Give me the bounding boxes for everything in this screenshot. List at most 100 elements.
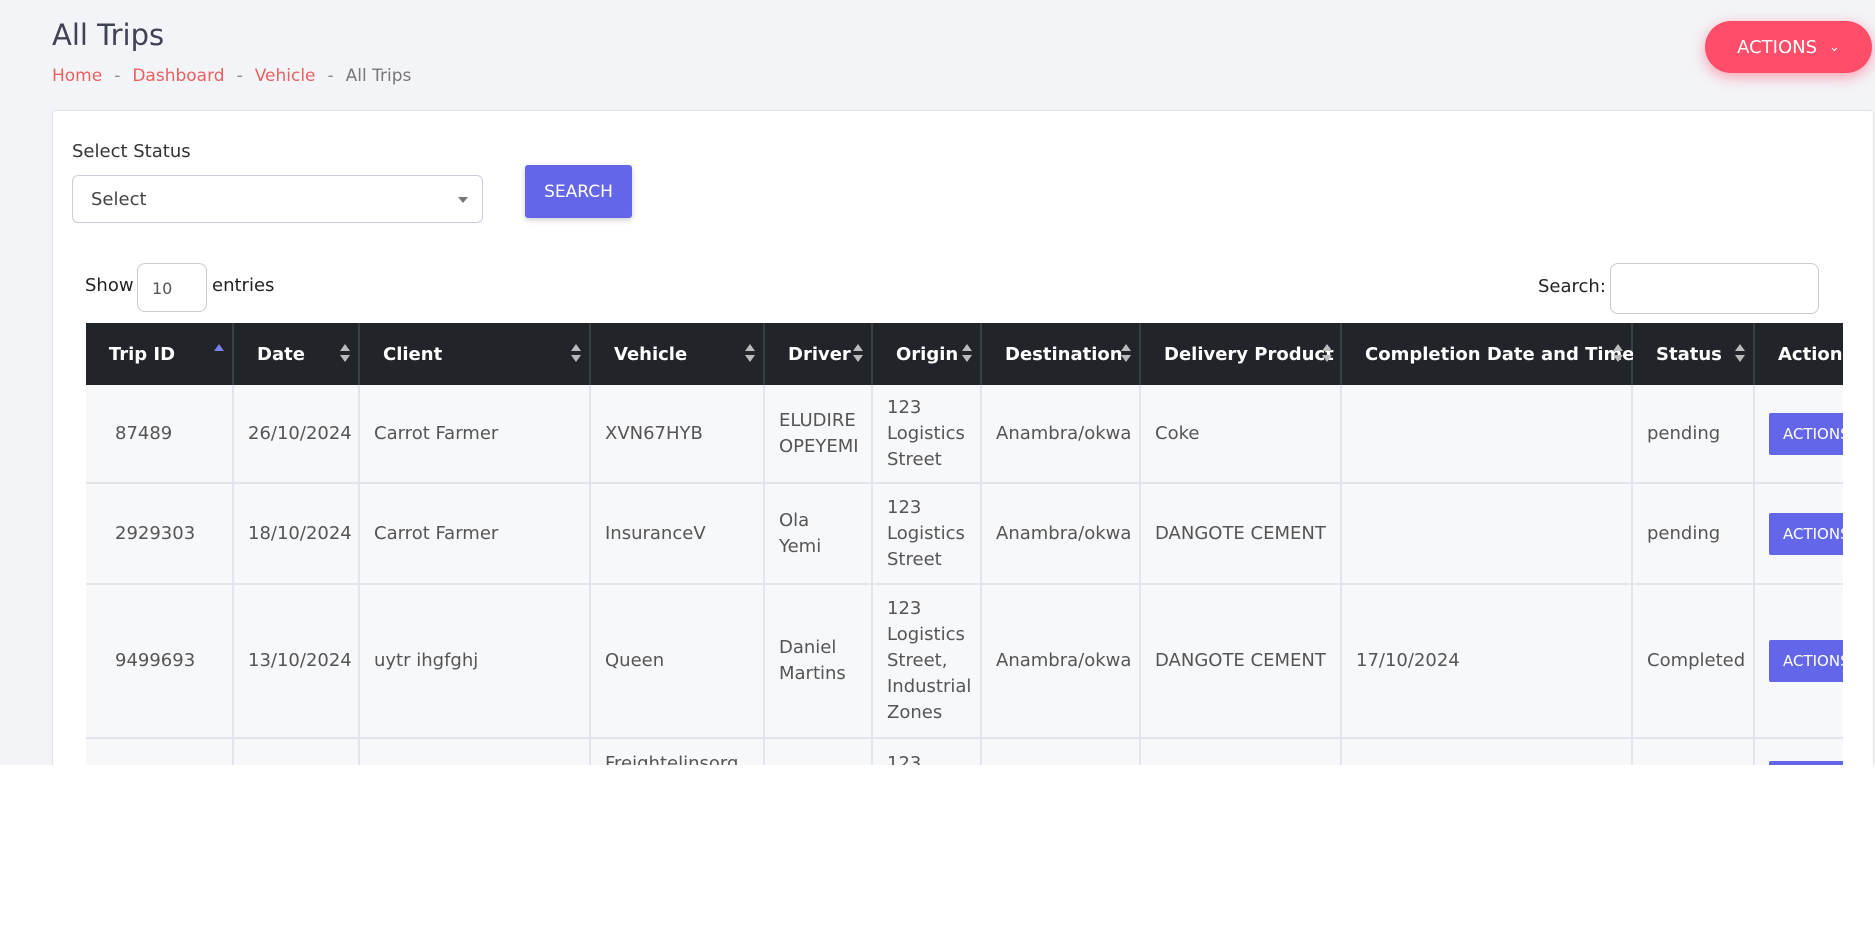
row-action-button[interactable] [1769, 761, 1843, 765]
table-cell [1755, 739, 1843, 765]
table-cell [1342, 484, 1633, 585]
cell-text: pending [1647, 522, 1721, 544]
cell-text: Completed [1647, 650, 1746, 671]
table-cell: Carrot Farmer [360, 484, 591, 585]
breadcrumb-item[interactable]: Home [52, 66, 103, 86]
table-cell: Anambra/okwa [982, 484, 1141, 585]
row-action-button[interactable]: ACTIONS [1769, 412, 1843, 455]
table-cell [1342, 385, 1633, 484]
table-cell [765, 739, 873, 765]
column-header[interactable]: Vehicle [591, 323, 765, 385]
show-label: Show [85, 275, 134, 296]
row-action-button[interactable]: ACTIONS [1769, 512, 1843, 555]
sort-icon [571, 344, 581, 364]
header-label: Destination [1005, 343, 1123, 365]
table-cell: Coke [1141, 385, 1342, 484]
column-header[interactable]: Destination [982, 323, 1141, 385]
sort-icon [1322, 344, 1332, 364]
column-header[interactable]: Client [360, 323, 591, 385]
status-select[interactable]: Select [72, 175, 483, 223]
page-title: All Trips [52, 18, 165, 52]
actions-button[interactable]: ACTIONS ⌄ [1705, 21, 1872, 73]
table-cell: 123 Logistics Street, Industrial Zones [873, 585, 982, 739]
table-cell: XVN67HYB [591, 385, 765, 484]
table-cell [982, 739, 1141, 765]
chevron: ⌄ [1829, 39, 1840, 55]
entries-label: entries [212, 275, 275, 296]
cell-text: Freightelinsorg [605, 753, 739, 765]
breadcrumb-item[interactable]: Vehicle [254, 66, 316, 86]
cell-text: 13/10/2024 [248, 650, 352, 671]
table-cell: ELUDIRE OPEYEMI [765, 385, 873, 484]
table-cell: Queen [591, 585, 765, 739]
row-action-button[interactable]: ACTIONS [1769, 640, 1843, 682]
table-cell: DANGOTE CEMENT [1141, 585, 1342, 739]
cell-text: 123 [887, 753, 922, 765]
column-header[interactable]: Delivery Product [1141, 323, 1342, 385]
cell-text: Carrot Farmer [374, 422, 499, 444]
column-header[interactable]: Trip ID [86, 323, 234, 385]
table-cell: 13/10/2024 [234, 585, 360, 739]
column-header[interactable]: Status [1633, 323, 1755, 385]
app: All Trips Home - Dashboard - Vehicle - All Tri… [0, 0, 1875, 765]
breadcrumb-item[interactable]: Dashboard [132, 66, 225, 86]
header-label: Delivery Product [1164, 343, 1334, 365]
cell-text: 87489 [115, 422, 173, 444]
cell-text: InsuranceV [605, 522, 706, 544]
header-label: Status [1656, 343, 1722, 365]
breadcrumb-item: All Trips [345, 66, 412, 86]
header-label: Date [257, 343, 305, 365]
cell-text: Queen [605, 650, 665, 671]
cell-text: 26/10/2024 [248, 422, 352, 444]
column-header[interactable]: Date [234, 323, 360, 385]
cell-text: 123 Logistics Street [887, 496, 965, 570]
sort-icon [1121, 344, 1131, 364]
column-header[interactable]: Driver [765, 323, 873, 385]
header-label: Trip ID [108, 343, 176, 365]
separator: - [236, 66, 243, 86]
sort-icon [853, 344, 863, 364]
column-header[interactable]: Origin [873, 323, 982, 385]
header-label: Driver [788, 343, 851, 365]
search-button[interactable]: SEARCH [525, 165, 632, 218]
table-cell: Ola Yemi [765, 484, 873, 585]
table-cell: 2929303 [86, 484, 234, 585]
sort-icon [214, 344, 224, 364]
column-header[interactable]: Completion Date and Time [1342, 323, 1635, 385]
table-cell: DANGOTE CEMENT [1141, 484, 1342, 585]
header-label: Vehicle [614, 343, 688, 365]
cell-text: Ola Yemi [779, 509, 822, 557]
cell-text: Anambra/okwa [996, 522, 1132, 544]
table-cell: 17/10/2024 [1342, 585, 1633, 739]
table-cell: pending [1633, 484, 1755, 585]
header-label: Origin [896, 343, 959, 365]
length-select[interactable]: 10 [137, 263, 207, 312]
cell-text: 2929303 [115, 522, 196, 544]
sort-icon [962, 344, 972, 364]
table-cell: Anambra/okwa [982, 385, 1141, 484]
separator: - [114, 66, 121, 86]
cell-text: Coke [1155, 422, 1200, 444]
table-cell: 9499693 [86, 585, 234, 739]
table-cell: Carrot Farmer [360, 385, 591, 484]
table-cell: 123 Logistics Street [873, 385, 982, 484]
table-cell: ACTIONS [1755, 385, 1843, 484]
search-input[interactable] [1610, 263, 1819, 314]
table-cell: uytr ihgfghj [360, 585, 591, 739]
cell-text: ELUDIRE OPEYEMI [779, 409, 859, 457]
table-cell: pending [1633, 385, 1755, 484]
table-cell [360, 739, 591, 765]
table-cell: 87489 [86, 385, 234, 484]
table-cell: 26/10/2024 [234, 385, 360, 484]
header-label: Client [383, 343, 443, 365]
cell-text: uytr ihgfghj [374, 650, 479, 671]
column-header[interactable]: Actions [1755, 323, 1843, 385]
table-cell [86, 739, 234, 765]
cell-text: DANGOTE CEMENT [1155, 522, 1326, 544]
cell-text: Anambra/okwa [996, 422, 1132, 444]
table-cell [234, 739, 360, 765]
table-cell: ACTIONS [1755, 484, 1843, 585]
table-cell: 18/10/2024 [234, 484, 360, 585]
